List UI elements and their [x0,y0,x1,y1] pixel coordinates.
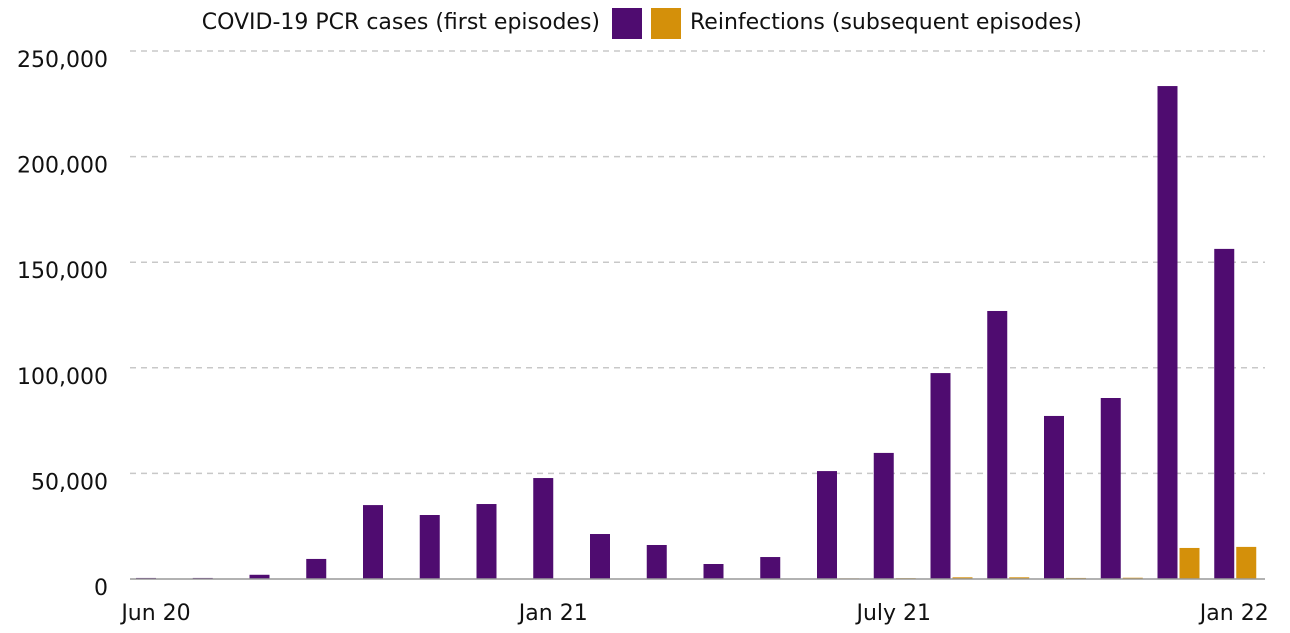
y-tick-label: 0 [94,576,108,601]
bar [703,564,724,579]
bar [533,478,554,579]
bar [873,452,894,579]
legend-label: COVID-19 PCR cases (first episodes) [202,10,600,35]
x-tick-label: Jan 22 [1198,601,1269,626]
legend-swatch [612,8,642,39]
bar [306,558,327,579]
bar [952,577,973,579]
bar [476,504,497,579]
bar [1044,415,1064,579]
bar [817,471,837,579]
bar [760,557,781,579]
x-tick-label: Jan 21 [517,601,588,626]
y-tick-label: 150,000 [17,259,108,284]
bar [1214,248,1235,579]
bar [1100,398,1121,579]
bar [646,544,667,579]
y-tick-label: 100,000 [17,365,108,390]
bar [930,373,951,579]
y-tick-label: 50,000 [31,470,108,495]
y-tick-label: 200,000 [17,154,108,179]
bar [419,515,440,579]
legend-swatch [651,8,681,39]
bar [1157,86,1178,579]
x-tick-label: July 21 [854,601,931,626]
bar [1179,547,1200,579]
bar [590,534,610,579]
x-tick-label: Jun 20 [119,601,190,626]
bar [987,310,1008,579]
bar [249,574,270,579]
legend-label: Reinfections (subsequent episodes) [690,10,1082,35]
y-tick-label: 250,000 [17,48,108,73]
bar [1236,546,1257,579]
bar [363,505,383,579]
bar [1009,577,1030,579]
